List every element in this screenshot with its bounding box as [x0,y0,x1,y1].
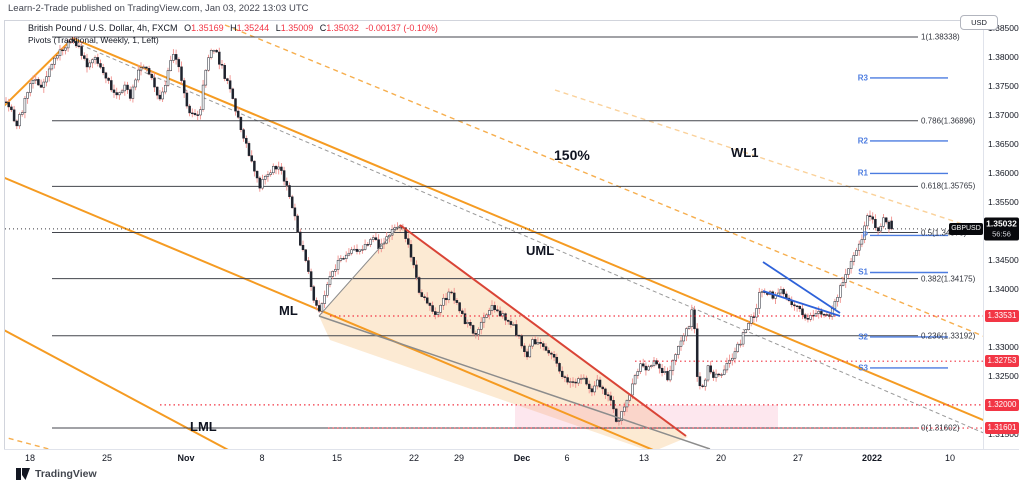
currency-toggle[interactable]: USD [960,15,998,30]
fib-level-label: 0.618(1.35765) [921,181,976,191]
fib-level-label: 0.382(1.34175) [921,274,976,284]
price-axis-tick: 1.34000 [988,283,1019,294]
chart-card [4,20,1019,466]
current-price-badge: 1.35032 56:56 [984,217,1019,241]
candles [5,36,893,426]
time-axis-tick: 27 [792,453,804,463]
time-axis-tick: 2022 [861,453,883,463]
price-axis-tick: 1.36000 [988,167,1019,178]
annotation-text: ML [279,303,298,318]
ohlc-open-label: O [184,23,192,33]
price-axis-tick: 1.32500 [988,370,1019,381]
warning-line-dashed[interactable] [0,436,90,460]
time-axis-tick: 25 [101,453,113,463]
pitchfork-line[interactable] [0,176,658,452]
ohlc-high-label: H [230,23,237,33]
time-axis-tick: 15 [331,453,343,463]
pivot-level-label: R2 [857,136,868,146]
time-axis[interactable]: 18 25 Nov 8 15 22 29 Dec 6 13 20 27 2022 10 [4,449,1019,467]
pitchfork-line[interactable] [3,38,73,107]
pivot-level-label: S1 [858,267,868,277]
time-axis-tick: 8 [259,453,265,463]
fib-level-label: 0.236(1.33192) [921,331,976,341]
time-axis-tick: 13 [638,453,650,463]
wedge-pattern-fill [319,225,688,449]
tradingview-logo-text[interactable]: TradingView [35,468,97,480]
pitchfork-line[interactable] [0,328,232,452]
time-axis-tick: 6 [564,453,570,463]
change-value: -0.00137 (-0.10%) [365,23,438,33]
time-axis-tick: 18 [24,453,36,463]
annotation-text: UML [526,243,555,258]
pivot-level-label: R3 [857,73,868,83]
price-axis-tick: 1.38000 [988,51,1019,62]
support-zone [515,405,778,429]
pitchfork-line[interactable] [71,37,995,425]
price-axis-tick: 1.37000 [988,109,1019,120]
warning-line-dashed[interactable] [224,24,1005,345]
ohlc-low-value: 1.35009 [280,23,314,33]
time-axis-tick: 29 [453,453,465,463]
pivot-level-label: P [862,230,868,240]
alert-price-badge[interactable]: 1.31601 [985,422,1019,435]
published-bar: Learn-2-Trade published on TradingView.c… [8,3,309,14]
symbol-price-pill: GBPUSD [949,222,983,235]
price-axis-tick: 1.33000 [988,341,1019,352]
pivot-level-label: S3 [858,363,868,373]
ohlc-high-value: 1.35244 [236,23,270,33]
pivot-level-label: S2 [858,332,868,342]
bar-countdown: 56:56 [992,229,1011,239]
alert-price-badge[interactable]: 1.32000 [985,398,1019,411]
wedge-left-edge[interactable] [318,224,401,317]
wedge-lower-edge[interactable] [318,315,711,449]
time-axis-tick: 10 [944,453,956,463]
indicator-label[interactable]: Pivots (Traditional, Weekly, 1, Left) [28,35,159,45]
alert-price-badge[interactable]: 1.33531 [985,310,1019,323]
fib-level-label: 0(1.31602) [921,423,960,433]
fib-level-label: 1(1.38338) [921,32,960,42]
tradingview-logo-icon [16,468,30,480]
symbol-title[interactable]: British Pound / U.S. Dollar, 4h, FXCM [28,23,178,33]
time-axis-tick: 20 [715,453,727,463]
pivot-level-label: R1 [857,168,868,178]
ohlc-open-value: 1.35169 [191,23,224,33]
price-axis-tick: 1.35500 [988,196,1019,207]
time-axis-tick: Nov [177,453,195,463]
price-axis-tick: 1.34500 [988,254,1019,265]
annotation-text: WL1 [731,145,759,160]
wedge-upper-edge[interactable] [399,224,687,437]
current-price-value: 1.35032 [986,218,1017,229]
price-axis-tick: 1.38500 [988,22,1019,33]
fib-level-label: 0.5(1.34970) [921,228,967,237]
warning-line-dashed[interactable] [554,89,1005,238]
price-axis-tick: 1.36500 [988,138,1019,149]
footer: TradingView [16,468,97,480]
ohlc-low-label: L [275,23,281,33]
alert-price-badge[interactable]: 1.32753 [985,355,1019,368]
annotation-text: 150% [554,147,590,163]
fib-level-label: 0.786(1.36896) [921,116,976,126]
time-axis-tick: 22 [408,453,420,463]
ohlc-close-label: C [319,23,327,33]
flag-pattern-line[interactable] [762,290,841,317]
flag-pattern-line[interactable] [762,261,841,314]
ohlc-close-value: 1.35032 [326,23,359,33]
time-axis-tick: Dec [513,453,531,463]
price-axis-tick: 1.37500 [988,80,1019,91]
chart-legend: British Pound / U.S. Dollar, 4h, FXCM O1… [28,23,438,46]
annotation-text: LML [190,419,217,434]
